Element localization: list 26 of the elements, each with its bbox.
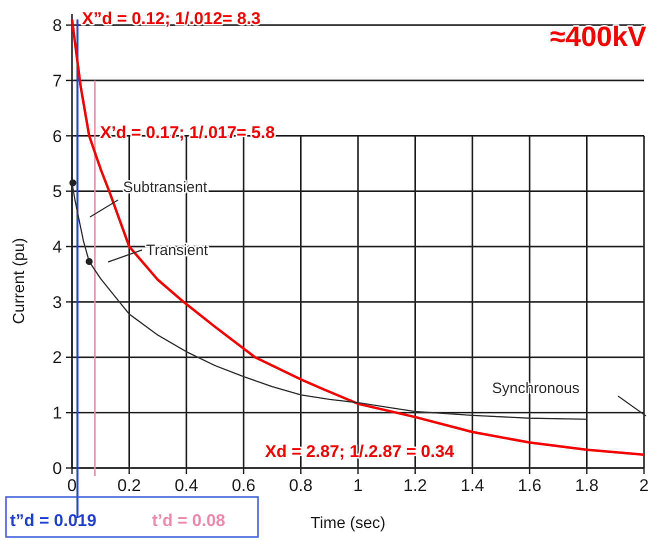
y-tick-label: 0	[52, 458, 62, 478]
x-tick-label: 1.4	[460, 476, 484, 495]
x-tick-label: 0.8	[288, 476, 313, 495]
x-tick-label: 1.8	[574, 476, 599, 495]
y-tick-label: 5	[52, 182, 62, 202]
x-tick-label: 0.2	[117, 476, 142, 495]
x-tick-label: 1.6	[518, 476, 542, 495]
annotation: X”d = 0.12; 1/.012= 8.3	[82, 9, 261, 28]
x-tick-label: 0.6	[232, 476, 256, 495]
annotation: ≈400kV	[550, 21, 647, 52]
y-tick-label: 2	[52, 348, 62, 368]
x-axis-title: Time (sec)	[310, 515, 386, 532]
x-tick-label: 1	[353, 476, 363, 495]
y-tick-label: 4	[52, 237, 62, 256]
y-tick-label: 8	[52, 16, 62, 36]
y-tick-label: 7	[52, 71, 62, 90]
x-tick-label: 2	[639, 476, 649, 495]
y-tick-label: 6	[52, 126, 62, 146]
ref-line-label: t”d = 0.019	[10, 511, 96, 530]
x-tick-label: 1.2	[403, 476, 428, 495]
x-tick-label: 0.4	[174, 476, 198, 495]
y-tick-label: 1	[52, 404, 62, 423]
y-tick-label: 3	[52, 292, 62, 312]
x-tick-label: 0	[67, 476, 77, 495]
ref-line-label: t’d = 0.08	[152, 511, 226, 530]
y-axis-title: Current (pu)	[11, 238, 28, 324]
